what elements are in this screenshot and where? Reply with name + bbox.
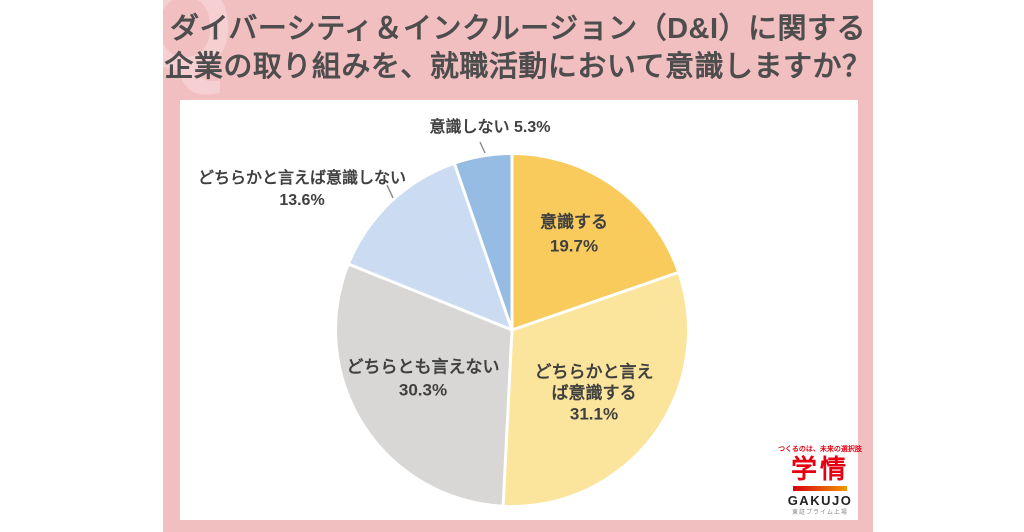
pie-label-slice-1: 19.7%: [549, 236, 599, 256]
pie-chart-svg: [337, 141, 688, 506]
logo-gradient-bar: [793, 486, 847, 491]
pie-label-slice-2: どちらかと言え: [534, 362, 654, 382]
slice-separator: [501, 329, 514, 505]
logo-roman-gakujo: GAKUJO: [787, 493, 853, 508]
q-watermark: Q: [163, 0, 234, 97]
question-card: Q ダイバーシティ＆インクルージョン（D&I）に関する 企業の取り組みを、就職活…: [163, 0, 873, 532]
logo-tagline: つくるのは、未来の選択肢: [778, 446, 862, 453]
question-title-line2: 企業の取り組みを、就職活動において意識しますか？: [164, 51, 872, 83]
logo-kanji-gakujo: 学情: [790, 454, 849, 484]
pie-slice-3: [337, 264, 512, 505]
pie-label-slice-1: 意識する: [540, 212, 608, 232]
pie-label-slice-4: どちらかと言えば意識しない: [197, 170, 407, 187]
pie-chart: 意識する 19.7% どちらかと言え ば意識する 31.1% どちらとも言えない 30.3%…: [180, 100, 858, 520]
slice-separator: [349, 263, 513, 332]
leader-line: [386, 184, 394, 199]
gakujo-logo: つくるのは、未来の選択肢 学情 GAKUJO 東証プライム上場: [775, 446, 865, 516]
pie-label-slice-2: 31.1%: [569, 404, 619, 424]
leader-line: [479, 141, 486, 154]
chart-panel: 意識する 19.7% どちらかと言え ば意識する 31.1% どちらとも言えない 30.3%…: [180, 100, 862, 520]
pie-slice-2: [503, 272, 688, 506]
pie-label-slice-2: ば意識する: [551, 383, 637, 403]
logo-listing-text: 東証プライム上場: [792, 510, 848, 516]
pie-label-slice-4: 13.6%: [279, 192, 325, 209]
slice-separator: [453, 164, 514, 331]
pie-label-slice-3: どちらとも言えない: [346, 357, 500, 377]
question-title-line1: ダイバーシティ＆インクルージョン（D&I）に関する: [169, 13, 867, 45]
pie-label-slice-3: 30.3%: [398, 380, 448, 400]
pie-slice-4: [349, 164, 512, 330]
question-title: ダイバーシティ＆インクルージョン（D&I）に関する 企業の取り組みを、就職活動に…: [163, 0, 873, 86]
slice-separator: [511, 271, 678, 332]
pie-label-slice-5: 意識しない 5.3%: [429, 119, 551, 136]
